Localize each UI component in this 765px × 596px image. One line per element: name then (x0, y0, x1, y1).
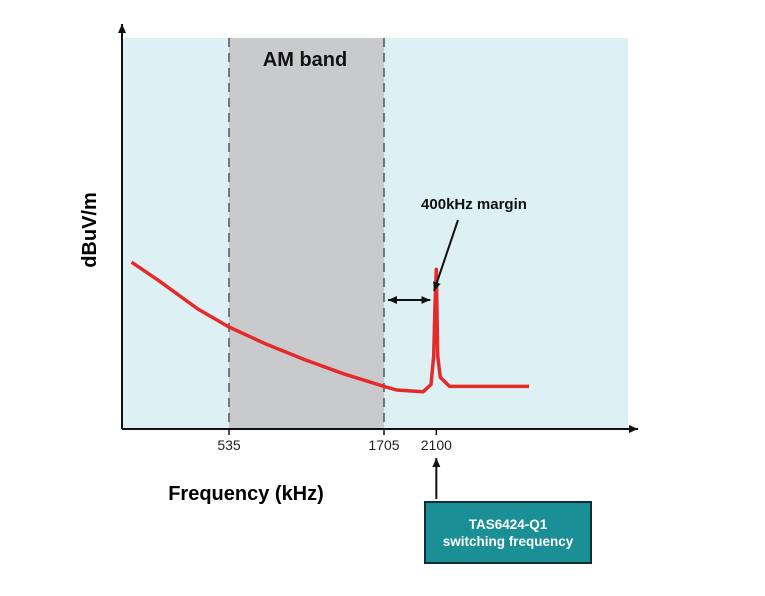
callout-line-2: switching frequency (442, 533, 574, 549)
switching-frequency-callout: TAS6424-Q1 switching frequency (424, 501, 592, 564)
margin-pointer-arrow (433, 219, 459, 292)
annotation-group (388, 219, 459, 499)
x-tick-label-1705: 1705 (368, 437, 399, 453)
x-axis-title: Frequency (kHz) (168, 483, 324, 505)
band-group (228, 38, 385, 429)
series-line-0 (130, 260, 530, 394)
annotation-label: 400kHz margin (421, 196, 527, 213)
callout-line-1: TAS6424-Q1 (468, 516, 548, 532)
am-band-region (229, 38, 384, 429)
series-group (130, 260, 530, 394)
y-axis-title: dBuV/m (79, 192, 101, 268)
x-tick-label-535: 535 (217, 437, 241, 453)
axes-group: 535 1705 2100 (118, 24, 638, 453)
band-label: AM band (263, 49, 347, 71)
x-tick-label-2100: 2100 (421, 437, 452, 453)
